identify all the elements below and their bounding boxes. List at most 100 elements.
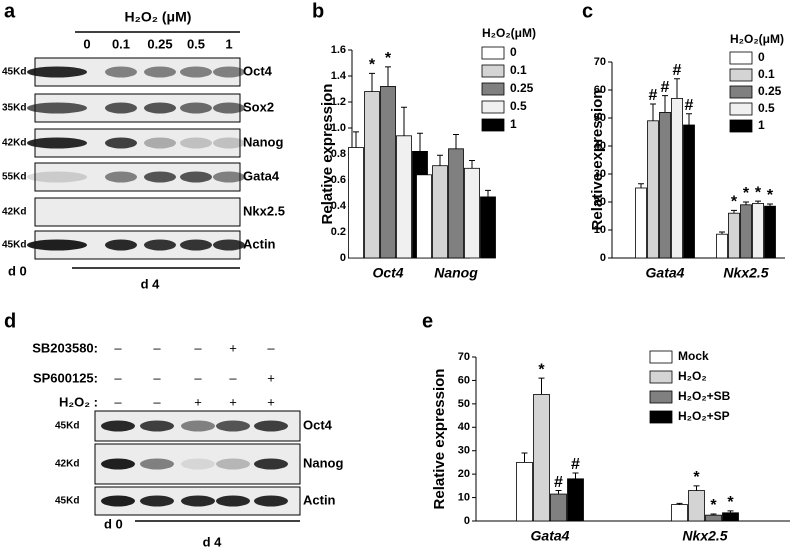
bar <box>380 86 396 259</box>
y-tick-label: 10 <box>594 224 606 236</box>
legend-label: 0 <box>758 50 765 64</box>
x-tick-label: Nanog <box>434 265 478 281</box>
bar <box>740 204 752 259</box>
error-bar <box>437 154 443 166</box>
treatment-mark: – <box>194 340 202 355</box>
error-bar <box>727 510 734 513</box>
size-label: 45Kd <box>2 240 26 251</box>
lane-label: 0 <box>83 36 90 51</box>
bar <box>448 148 464 259</box>
error-bar <box>662 95 668 113</box>
y-tick-label: 10 <box>458 491 470 503</box>
band <box>144 137 176 149</box>
y-tick-label: 0.2 <box>331 226 346 238</box>
treatment-mark: – <box>153 340 161 355</box>
legend-label: 0.25 <box>510 81 534 95</box>
legend-label: 1 <box>758 118 765 132</box>
band <box>254 420 288 432</box>
bar <box>722 512 739 522</box>
band <box>181 420 215 432</box>
legend-swatch <box>729 51 753 65</box>
treatment-mark: + <box>194 394 202 409</box>
significance-mark: * <box>731 194 738 211</box>
bar <box>671 504 688 522</box>
treatment-mark: – <box>114 370 122 385</box>
bar <box>705 514 722 522</box>
lane-label: 0.5 <box>187 36 205 51</box>
y-tick-label: 70 <box>458 351 470 363</box>
band <box>144 171 176 183</box>
band <box>105 102 137 114</box>
bar <box>550 493 567 522</box>
band <box>213 171 245 183</box>
legend-swatch <box>649 410 673 424</box>
treatment-mark: – <box>114 340 122 355</box>
treatment-mark: + <box>229 394 237 409</box>
treatment-mark: – <box>194 370 202 385</box>
legend-swatch <box>481 100 505 114</box>
error-bar <box>693 485 700 491</box>
treatment-mark: – <box>267 340 275 355</box>
significance-mark: # <box>571 456 580 473</box>
error-bar <box>676 502 683 505</box>
bar <box>432 165 448 259</box>
significance-mark: * <box>727 494 734 511</box>
band <box>213 102 245 114</box>
bar <box>348 147 364 259</box>
error-bar <box>353 131 359 148</box>
legend-title: H₂O₂(μM) <box>730 32 784 46</box>
error-bar <box>674 78 680 99</box>
legend-swatch <box>649 350 673 364</box>
protein-label: Nkx2.5 <box>243 203 285 218</box>
error-bar <box>369 72 375 92</box>
panel-letter: e <box>422 310 433 332</box>
protein-label: Sox2 <box>243 99 274 114</box>
band <box>180 102 212 114</box>
protein-label: Actin <box>243 236 276 251</box>
significance-mark: # <box>685 97 694 114</box>
y-tick-label: 1.2 <box>331 96 346 108</box>
legend-label: 0 <box>510 45 517 59</box>
lane-label: 0.25 <box>147 36 172 51</box>
y-tick-label: 40 <box>594 140 606 152</box>
treatment-mark: – <box>229 370 237 385</box>
legend-label: 0.5 <box>758 101 775 115</box>
error-bar <box>755 200 761 204</box>
bar <box>416 174 432 259</box>
treatment-mark: – <box>114 394 122 409</box>
bar <box>480 196 496 259</box>
protein-label: Gata4 <box>243 168 280 183</box>
band <box>213 137 245 149</box>
band <box>254 458 288 470</box>
y-tick-label: 1.0 <box>331 122 346 134</box>
x-tick-label: Oct4 <box>372 265 403 281</box>
y-axis-label: Relative expression <box>319 84 336 225</box>
bar <box>716 233 728 259</box>
panel-letter: b <box>312 0 324 22</box>
size-label: 55Kd <box>2 172 26 183</box>
bar <box>516 462 533 522</box>
legend-swatch <box>481 64 505 78</box>
bar <box>752 202 764 259</box>
timepoint: d 4 <box>141 276 161 291</box>
treatment-mark: + <box>229 340 237 355</box>
bar <box>647 120 659 259</box>
legend-swatch <box>649 370 673 384</box>
bar <box>396 135 412 259</box>
protein-label: Actin <box>303 492 336 507</box>
bar <box>464 167 480 259</box>
bar <box>533 394 550 522</box>
significance-mark: * <box>710 497 717 514</box>
error-bar <box>686 113 692 125</box>
error-bar <box>417 132 423 152</box>
band <box>140 495 174 507</box>
y-tick-label: 70 <box>594 56 606 68</box>
band <box>216 495 250 507</box>
y-tick-label: 60 <box>458 374 470 386</box>
y-axis-label: Relative expression <box>589 90 606 231</box>
error-bar <box>385 66 391 87</box>
error-bar <box>521 452 528 463</box>
error-bar <box>743 201 749 205</box>
y-tick-label: 60 <box>594 84 606 96</box>
bar <box>671 98 683 259</box>
